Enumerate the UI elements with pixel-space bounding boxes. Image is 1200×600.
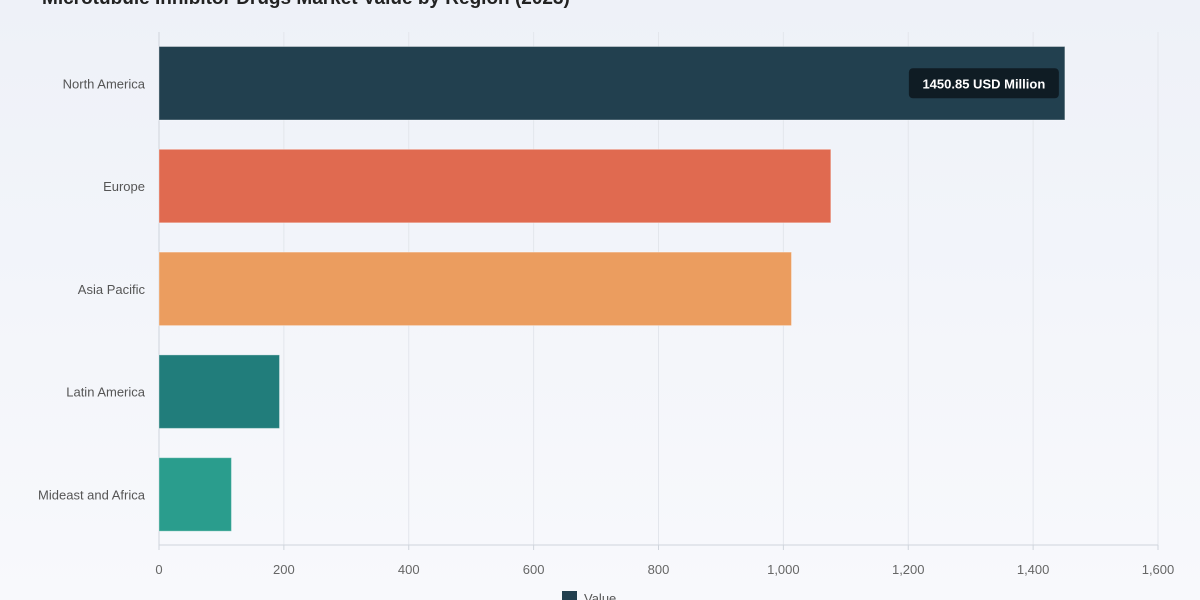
- bar-europe: [158, 148, 832, 224]
- x-tick-label: 1,600: [1142, 562, 1175, 577]
- chart-title: Microtubule Inhibitor Drugs Market Value…: [42, 0, 570, 10]
- bar-mideast-and-africa: [158, 457, 232, 532]
- y-tick-label: Mideast and Africa: [38, 487, 146, 502]
- bar-latin-america: [158, 354, 281, 429]
- tooltip: 1450.85 USD Million: [908, 68, 1059, 99]
- y-tick-label: Europe: [103, 179, 145, 194]
- x-tick-label: 200: [273, 562, 295, 577]
- x-tick-label: 1,400: [1017, 562, 1050, 577]
- x-tick-label: 1,000: [767, 562, 800, 577]
- x-tick-label: 800: [648, 562, 670, 577]
- y-tick-label: North America: [63, 76, 146, 91]
- legend: Value: [562, 591, 616, 600]
- x-tick-label: 600: [523, 562, 545, 577]
- x-tick-label: 400: [398, 562, 420, 577]
- tooltip-text: 1450.85 USD Million: [922, 76, 1045, 91]
- y-tick-label: Asia Pacific: [78, 282, 146, 297]
- legend-label: Value: [584, 591, 616, 600]
- tooltip-box: [908, 68, 1059, 99]
- legend-swatch: [562, 591, 577, 600]
- y-tick-label: Latin America: [66, 385, 146, 400]
- bar-asia-pacific: [158, 251, 792, 327]
- x-tick-label: 0: [155, 562, 162, 577]
- x-tick-label: 1,200: [892, 562, 925, 577]
